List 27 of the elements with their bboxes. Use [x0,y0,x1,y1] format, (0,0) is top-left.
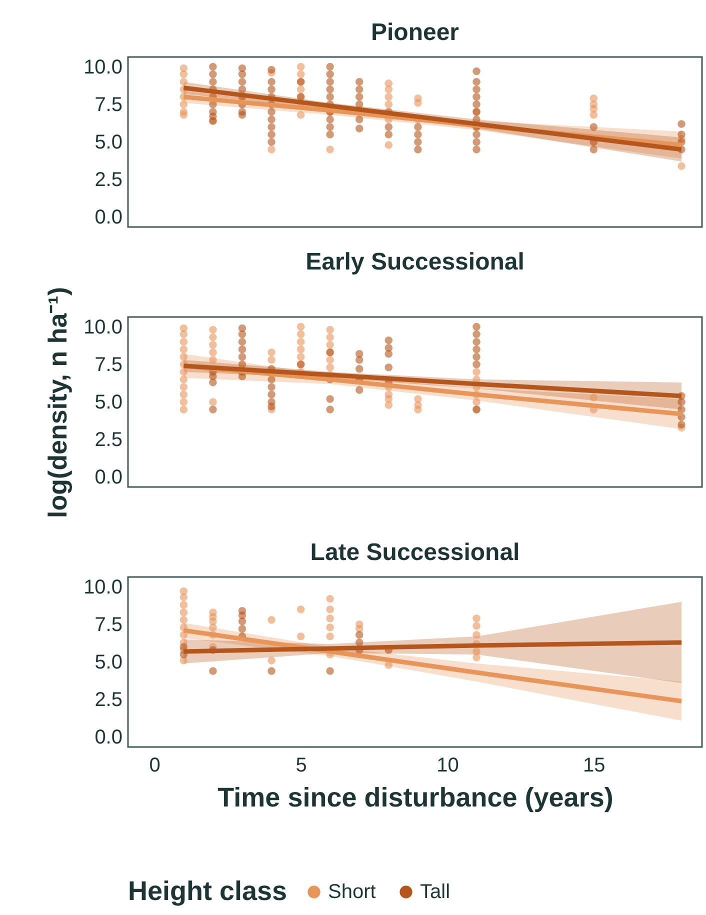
x-tick-label: 10 [436,754,459,776]
y-tick-label: 7.5 [94,354,122,376]
y-axis-title: log(density, n ha⁻¹) [42,287,73,518]
chart-title: Late Successional [310,538,520,566]
legend-label: Tall [420,881,450,903]
x-tick-label: 5 [296,754,307,776]
y-tick-label: 5.0 [94,392,122,414]
legend-title: Height class [128,876,288,906]
y-tick-label: 10.0 [84,56,122,78]
y-tick-label: 5.0 [94,132,122,154]
y-tick-label: 2.5 [94,429,122,452]
x-tick-label: 0 [149,754,160,776]
y-tick-label: 10.0 [84,576,122,598]
x-axis-title: Time since disturbance (years) [218,782,614,812]
y-tick-label: 5.0 [94,652,122,674]
x-tick-label: 15 [583,754,606,776]
y-tick-label: 7.5 [94,94,122,116]
y-tick-label: 7.5 [94,614,122,636]
legend-label: Short [328,881,376,903]
chart-title: Early Successional [306,248,524,276]
y-tick-label: 2.5 [94,169,122,192]
y-tick-label: 2.5 [94,689,122,712]
y-tick-label: 0.0 [94,466,122,489]
y-tick-label: 10.0 [84,316,122,338]
chart-title: Pioneer [370,18,460,46]
y-tick-label: 0.0 [94,726,122,749]
y-tick-label: 0.0 [94,206,122,229]
